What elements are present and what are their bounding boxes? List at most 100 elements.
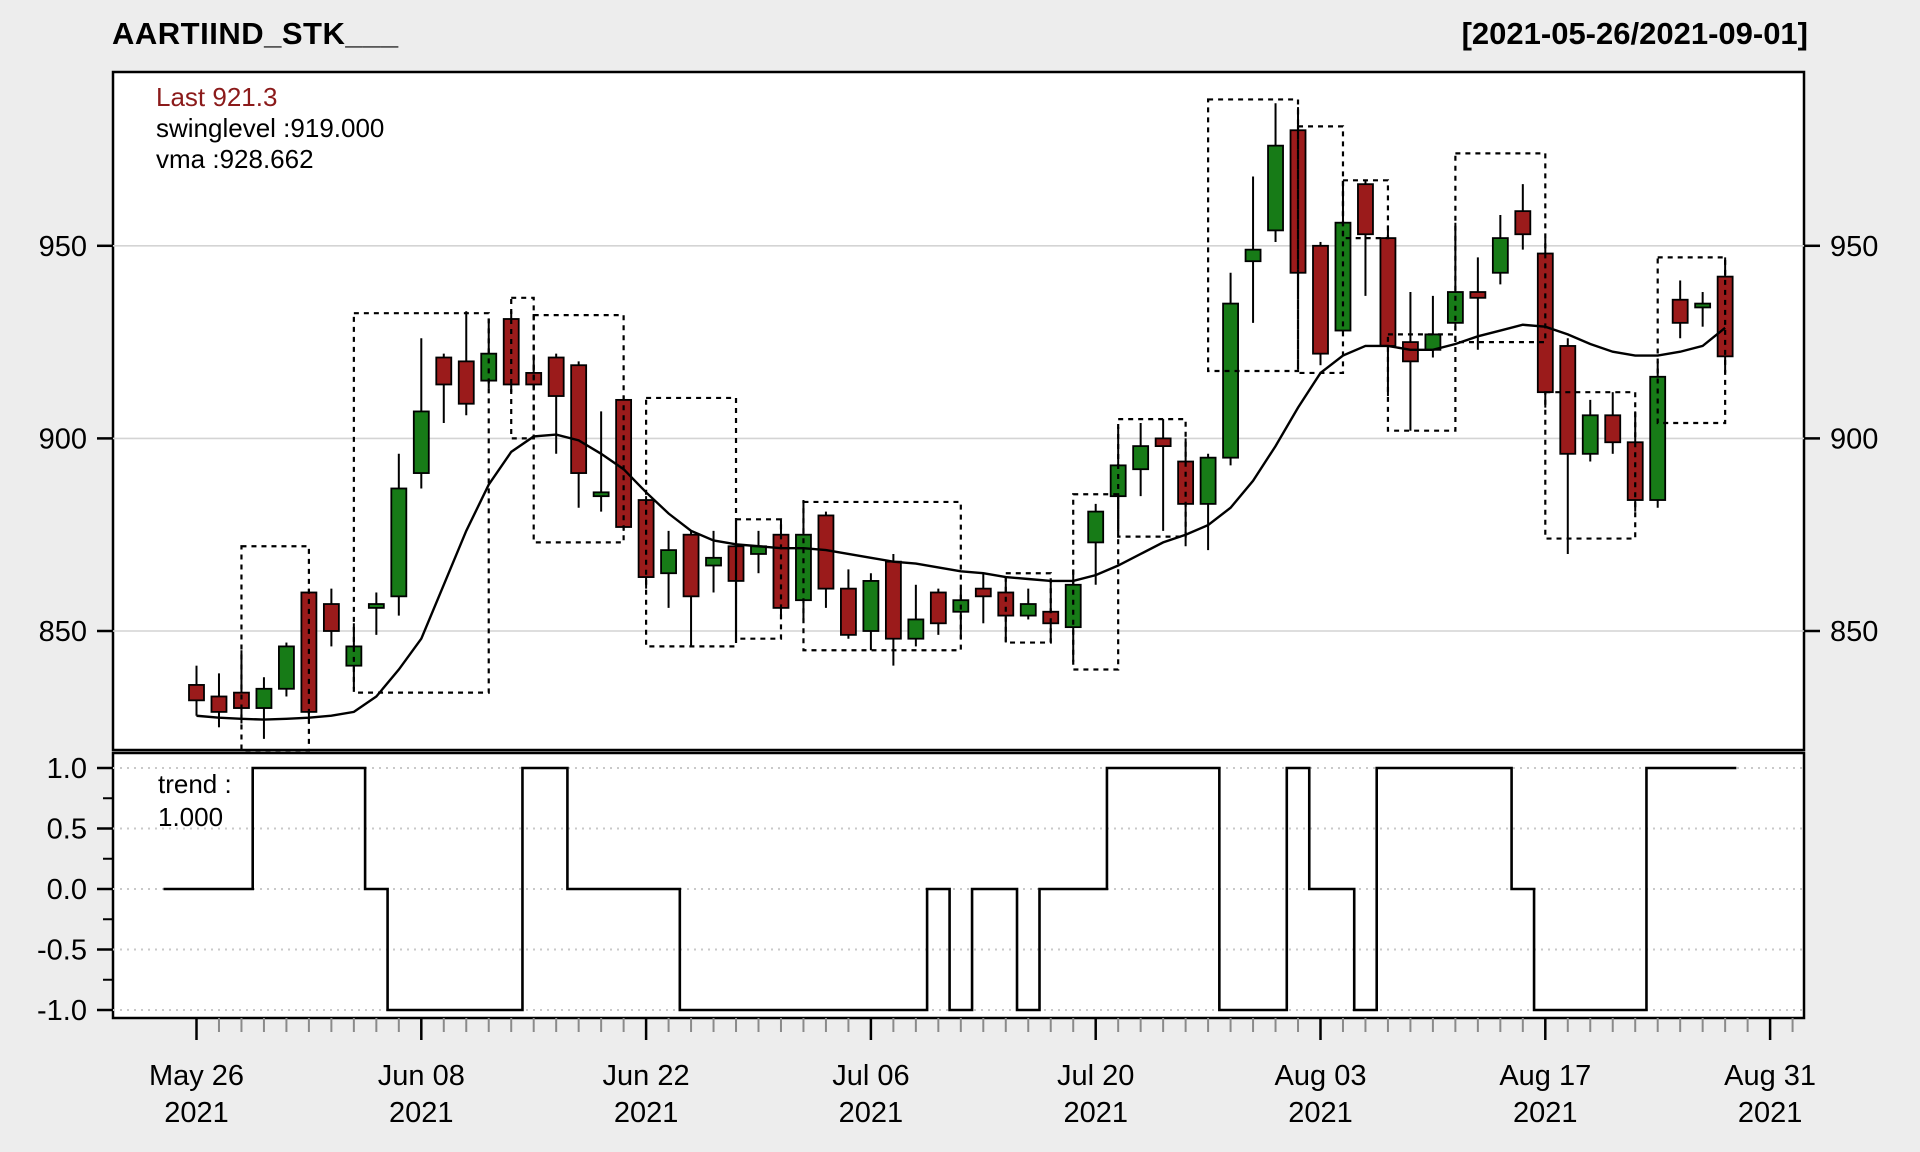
swing-box (1544, 391, 1637, 540)
trend-y-axis-label: 1.0 (47, 753, 87, 785)
swing-box (1656, 256, 1727, 425)
candle-body (278, 645, 295, 690)
swing-box (532, 314, 625, 544)
swing-box (1004, 572, 1052, 644)
price-legend: Last 921.3 swinglevel :919.000 vma :928.… (156, 82, 384, 175)
swing-box (1386, 333, 1457, 432)
x-tick-label-year: 2021 (614, 1097, 679, 1129)
x-tick-label-year: 2021 (164, 1097, 229, 1129)
x-tick-label-year: 2021 (1288, 1097, 1353, 1129)
candle-body (547, 356, 565, 397)
candle-body (457, 360, 475, 405)
swing-box (1117, 418, 1187, 538)
swing-box (1206, 98, 1300, 373)
legend-trend-value: 1.000 (158, 802, 224, 832)
candle-body (345, 645, 363, 667)
x-tick-label-year: 2021 (839, 1097, 904, 1129)
x-tick-label-day: Aug 03 (1275, 1060, 1367, 1092)
swing-box (240, 545, 311, 752)
candle-body (1649, 375, 1667, 501)
candle-body (1604, 414, 1622, 444)
candle-body (390, 487, 408, 598)
legend-swinglevel: swinglevel :919.000 (156, 113, 385, 143)
candle-body (1132, 445, 1150, 471)
x-tick-label-day: Jun 22 (603, 1060, 690, 1092)
trend-step-line (163, 766, 1737, 1012)
candle-body (974, 587, 992, 598)
swing-box (1341, 179, 1390, 240)
x-tick-label-year: 2021 (389, 1097, 454, 1129)
candle-body (1581, 414, 1599, 455)
candle-body (480, 352, 498, 382)
candle-body (884, 560, 902, 640)
candle-body (188, 684, 205, 702)
candle-body (997, 591, 1015, 617)
x-tick-label-day: Aug 17 (1499, 1060, 1591, 1092)
candle-body (1244, 248, 1262, 263)
candle-body (1469, 291, 1487, 299)
candle-body (1402, 341, 1419, 363)
x-tick-label-year: 2021 (1063, 1097, 1128, 1129)
date-range-label: [2021-05-26/2021-09-01] (1461, 16, 1808, 51)
swing-box (802, 500, 962, 652)
candle-body (1312, 244, 1329, 355)
candle-body (367, 603, 385, 609)
swing-box (644, 396, 738, 648)
candle-body (1694, 302, 1712, 309)
vma-line (196, 323, 1726, 721)
legend-vma: vma :928.662 (156, 144, 314, 174)
y-axis-label-left: 850 (39, 616, 87, 648)
x-tick-label-day: Jul 06 (832, 1060, 909, 1092)
swing-box (1454, 152, 1547, 344)
candle-body (1087, 510, 1105, 544)
candle-body (322, 603, 340, 632)
candle-body (1109, 464, 1127, 498)
candle-body (1491, 237, 1509, 274)
trend-legend: trend : 1.000 (158, 768, 232, 834)
candle-body (862, 580, 880, 632)
y-axis-label-right: 850 (1830, 616, 1878, 648)
candle-body (682, 533, 700, 598)
swing-box (1072, 493, 1120, 671)
candle-body (1154, 437, 1172, 448)
trend-y-axis-label: 0.0 (47, 874, 87, 906)
candle-body (435, 356, 453, 386)
page-title: AARTIIND_STK___ (112, 16, 399, 51)
candle-body (570, 364, 588, 474)
legend-last-price: Last 921.3 (156, 82, 278, 112)
swing-box (352, 312, 490, 694)
candle-body (1222, 302, 1239, 459)
candle-body (1019, 603, 1037, 617)
legend-trend-title: trend : (158, 769, 232, 799)
y-axis-label-right: 950 (1830, 231, 1878, 263)
candle-body (210, 695, 228, 713)
candle-body (1514, 210, 1532, 236)
x-tick-label-day: May 26 (149, 1060, 244, 1092)
swing-box (1296, 125, 1345, 375)
candle-body (705, 556, 722, 567)
candle-body (592, 491, 610, 498)
candle-body (1064, 583, 1082, 629)
candle-body (1379, 237, 1397, 347)
candle-body (1267, 144, 1284, 232)
candle-body (1716, 275, 1734, 358)
candle-body (1626, 441, 1644, 501)
candle-body (660, 549, 677, 575)
x-tick-label-day: Jun 08 (378, 1060, 465, 1092)
candle-body (929, 591, 947, 625)
candle-body (412, 410, 430, 474)
trend-panel (111, 751, 1806, 1020)
y-axis-label-left: 950 (39, 231, 87, 263)
trend-y-axis-label: -0.5 (37, 935, 87, 967)
candle-body (1357, 183, 1374, 236)
x-tick-label-year: 2021 (1738, 1097, 1803, 1129)
candle-body (1199, 456, 1217, 505)
candle-body (1671, 298, 1689, 324)
candle-body (1559, 345, 1577, 455)
x-tick-label-day: Jul 20 (1057, 1060, 1134, 1092)
trend-y-axis-label: -1.0 (37, 995, 87, 1027)
x-tick-label-day: Aug 31 (1724, 1060, 1816, 1092)
y-axis-label-left: 900 (39, 423, 87, 455)
